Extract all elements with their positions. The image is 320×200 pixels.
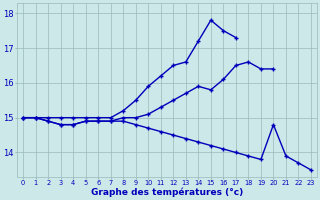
X-axis label: Graphe des températures (°c): Graphe des températures (°c) <box>91 188 243 197</box>
